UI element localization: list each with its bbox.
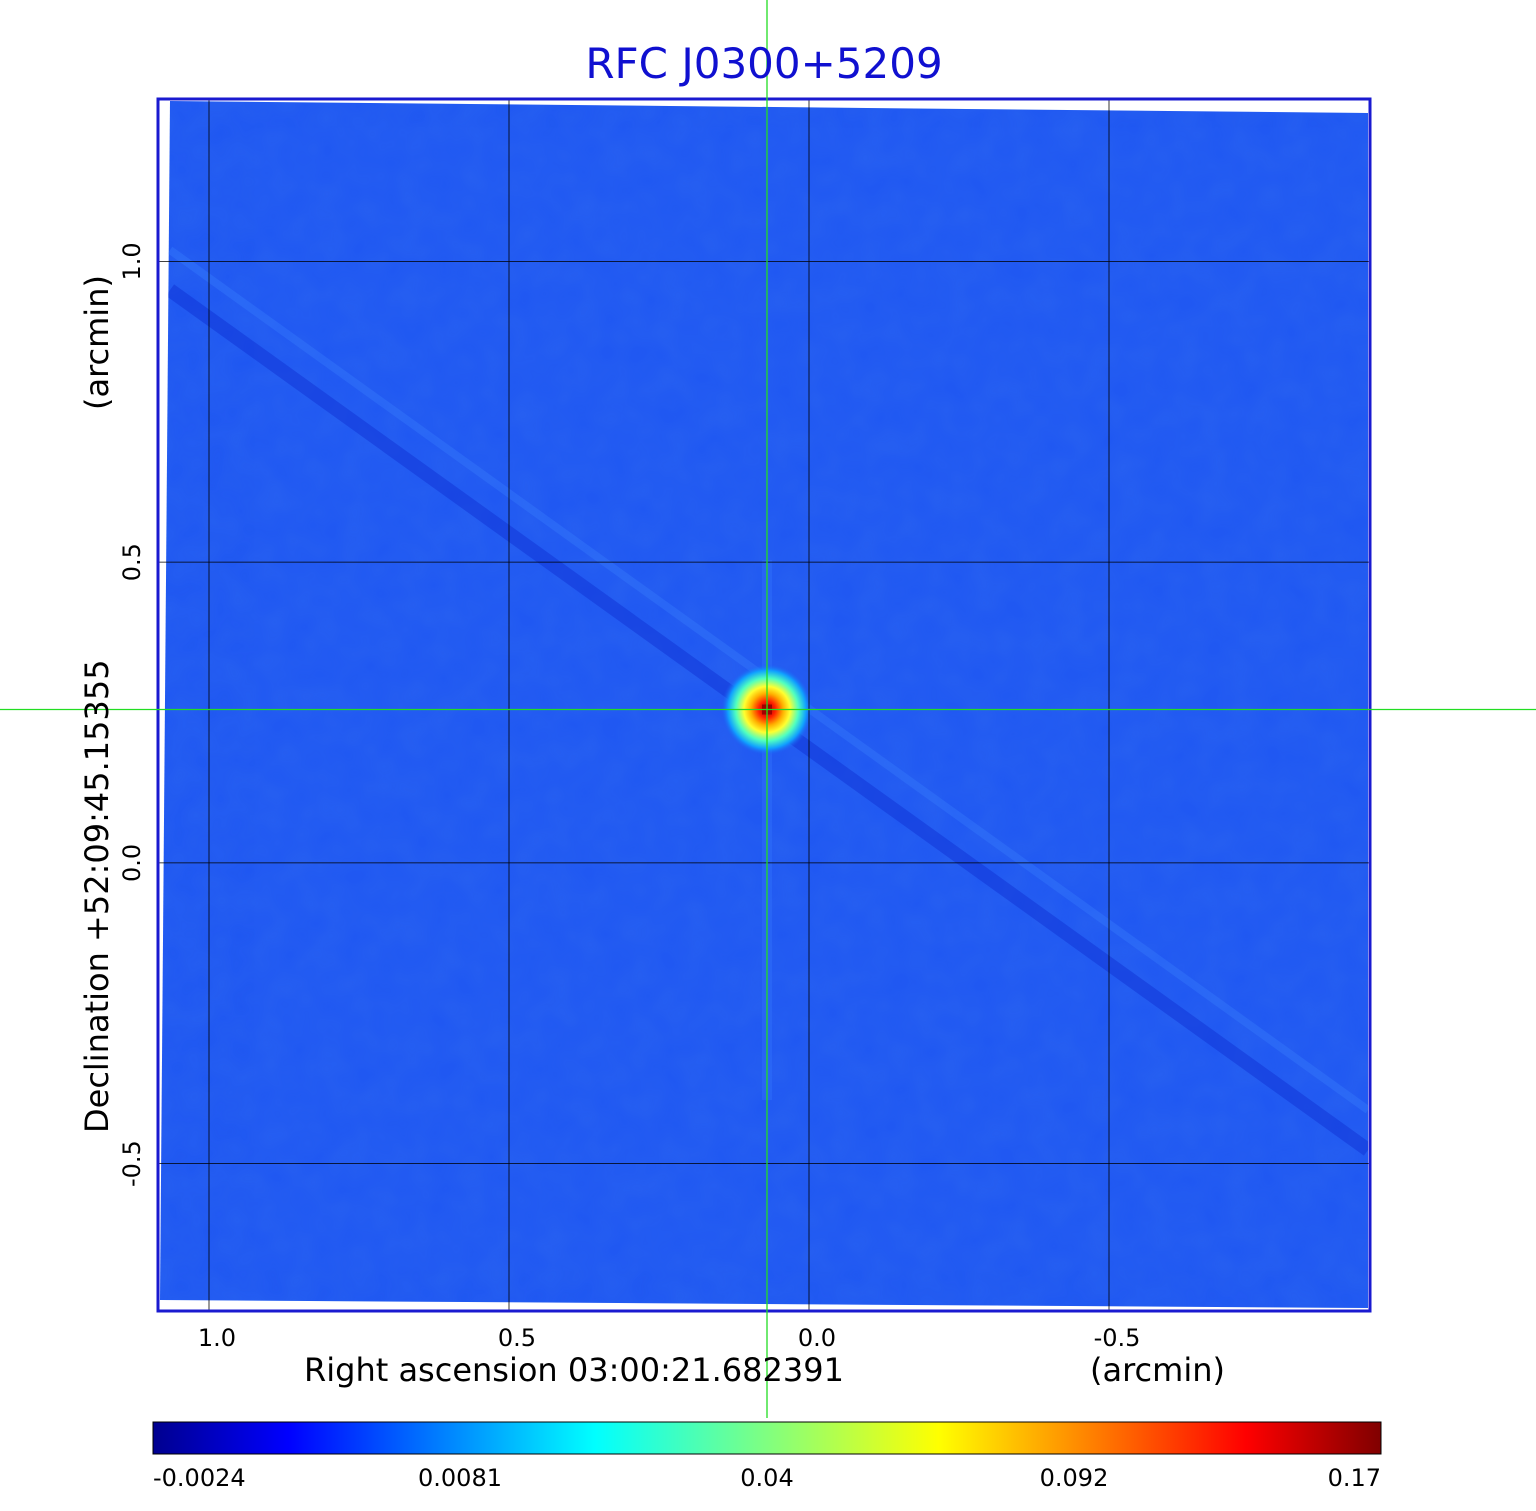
colorbar-tick-label: -0.0024 (153, 1464, 246, 1492)
x-axis-label: Right ascension 03:00:21.682391 (304, 1351, 844, 1389)
y-tick-label: 0.0 (118, 844, 146, 882)
grid (158, 99, 1370, 1311)
colorbar-tick-label: 0.17 (1328, 1464, 1381, 1492)
y-tick-label: 1.0 (118, 242, 146, 280)
chart-title: RFC J0300+5209 (585, 39, 942, 88)
colorbar-tick-label: 0.092 (1040, 1464, 1109, 1492)
colorbar (152, 1421, 1382, 1455)
x-tick-label: 0.0 (798, 1324, 836, 1352)
y-tick-labels: 1.0 0.5 0.0 -0.5 (118, 242, 146, 1187)
x-tick-label: 1.0 (198, 1324, 236, 1352)
x-tick-labels: 1.0 0.5 0.0 -0.5 (198, 1324, 1141, 1352)
x-tick-label: 0.5 (498, 1324, 536, 1352)
x-axis-unit: (arcmin) (1090, 1351, 1225, 1389)
colorbar-tick-label: 0.04 (740, 1464, 793, 1492)
sky-image (160, 101, 1368, 1308)
x-tick-label: -0.5 (1094, 1324, 1141, 1352)
colorbar-tick-labels: -0.0024 0.0081 0.04 0.092 0.17 (153, 1464, 1381, 1492)
colorbar-tick-label: 0.0081 (418, 1464, 502, 1492)
plot-frame (156, 97, 1372, 1313)
y-axis-label: Declination +52:09:45.15355 (78, 659, 116, 1133)
y-axis-unit: (arcmin) (78, 275, 116, 410)
y-tick-label: -0.5 (118, 1140, 146, 1187)
y-tick-label: 0.5 (118, 543, 146, 581)
